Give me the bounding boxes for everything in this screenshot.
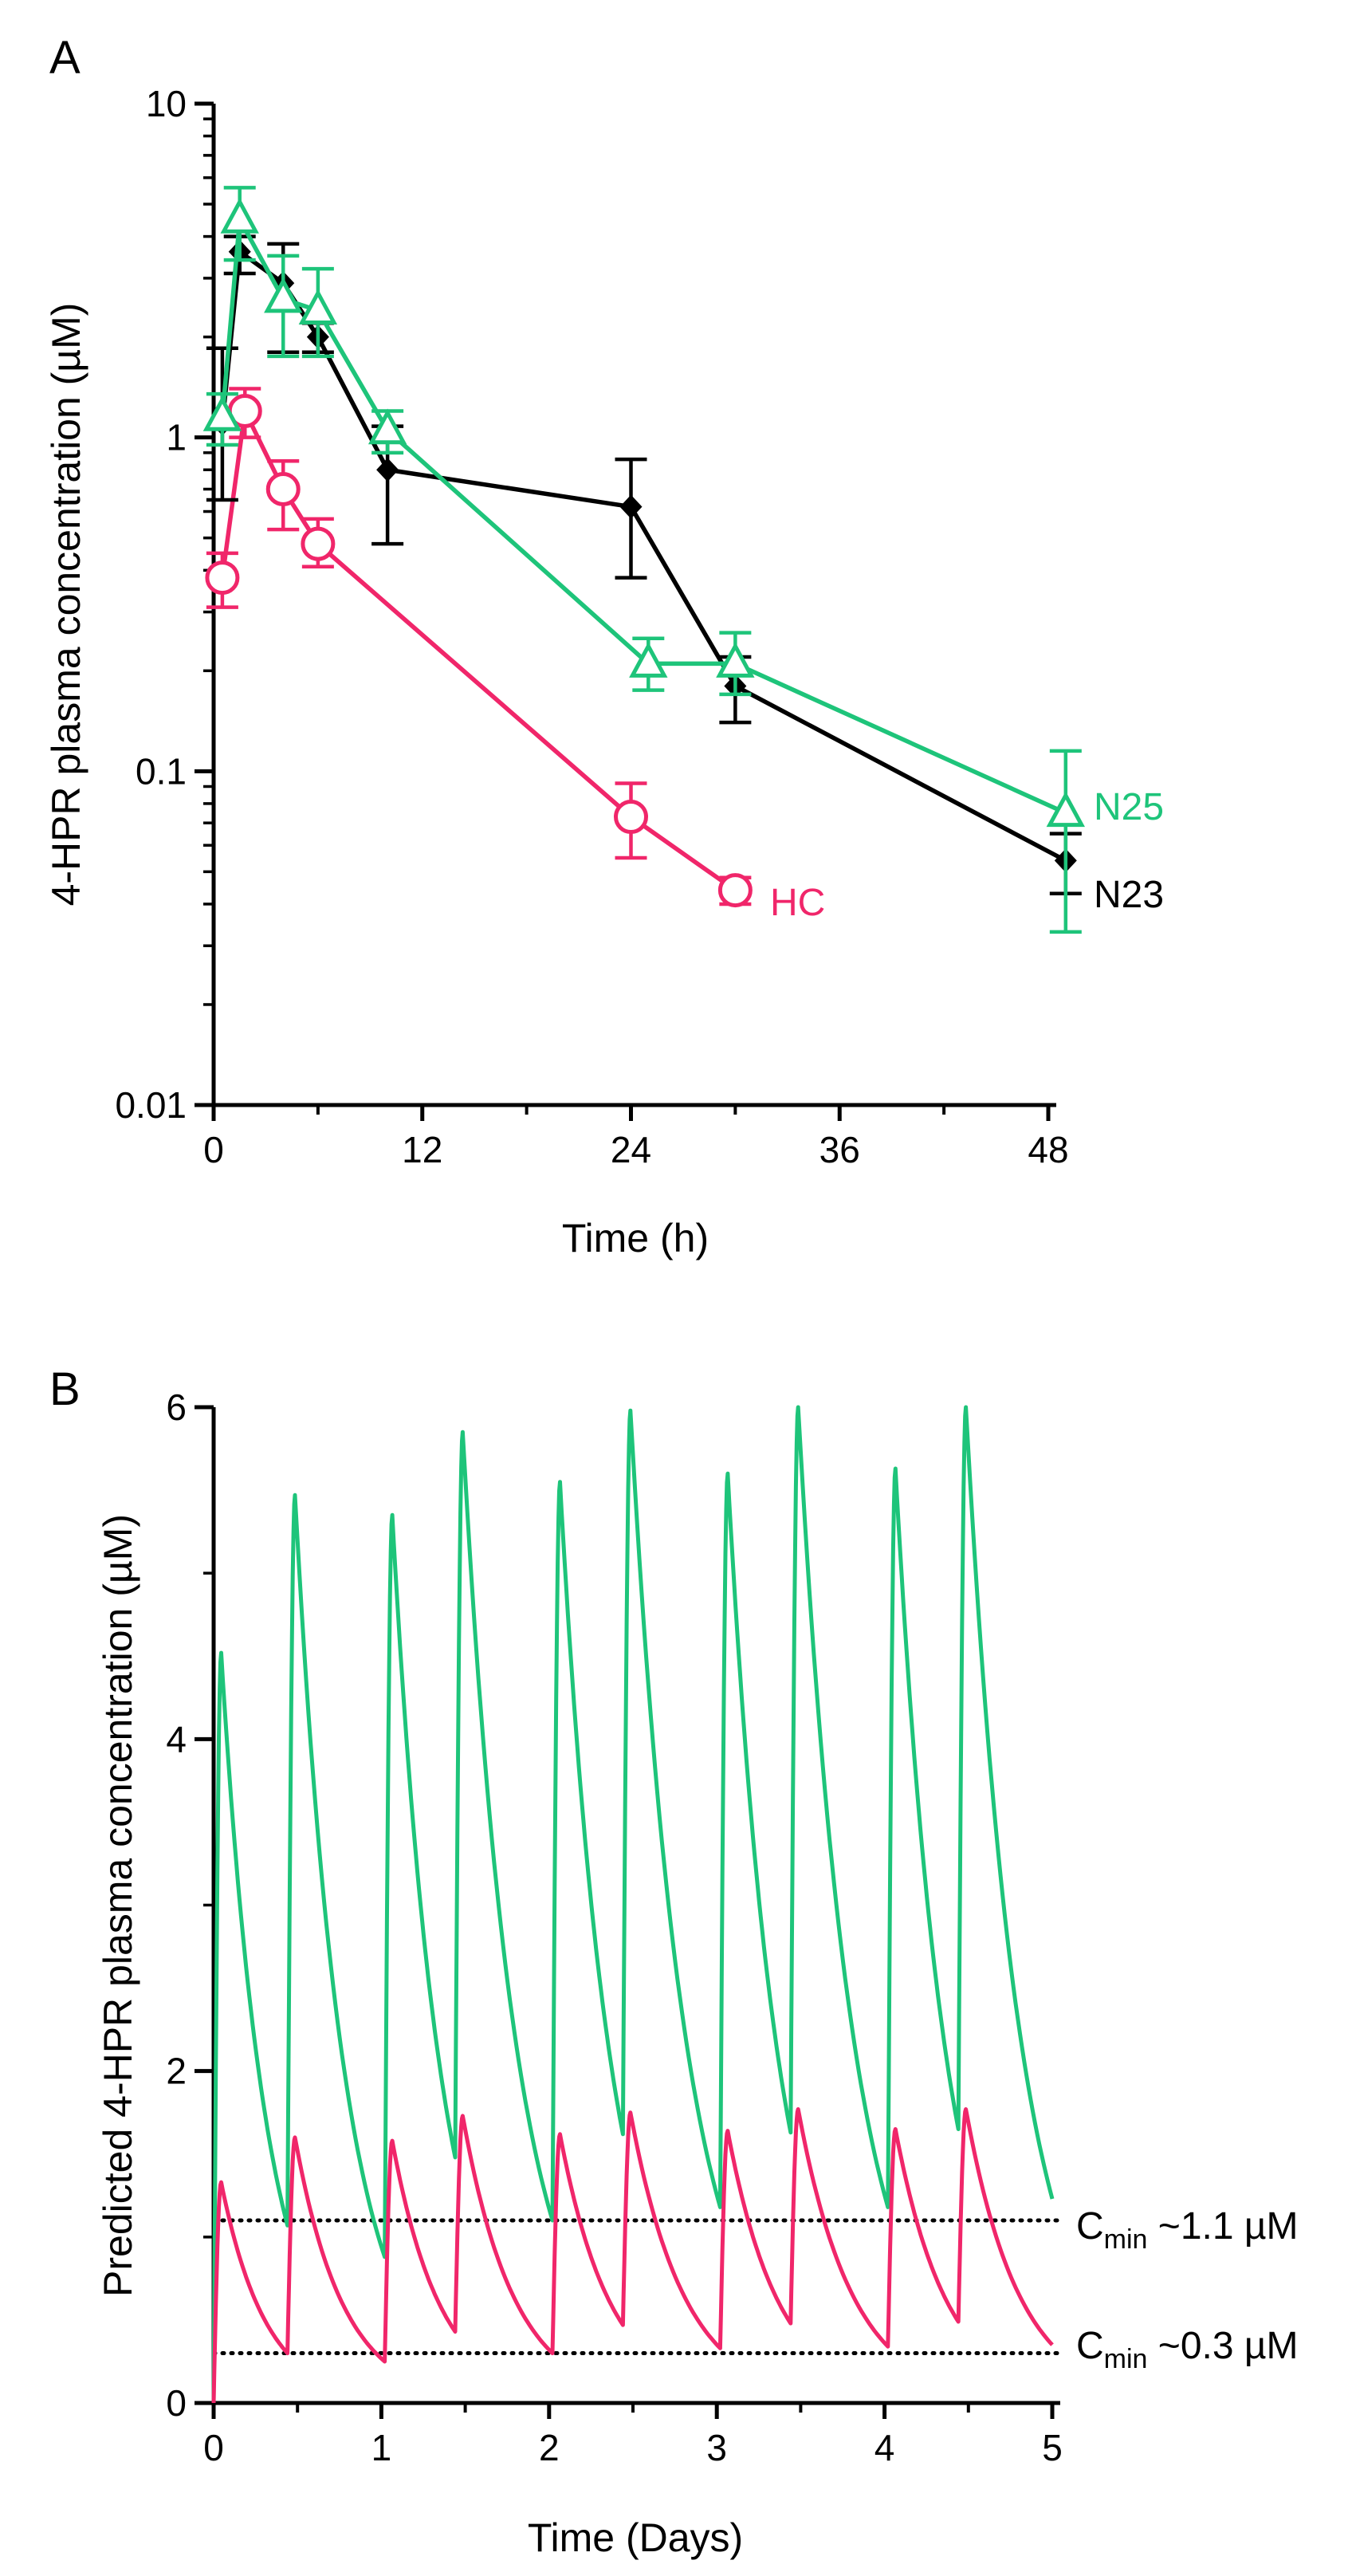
data-point <box>716 642 755 678</box>
y-tick-label: 0.1 <box>136 750 187 792</box>
panel-a-label: A <box>49 32 81 84</box>
data-point <box>202 395 242 431</box>
cmin-label-high: Cmin ~1.1 µM <box>1076 2205 1299 2255</box>
x-tick-label: 0 <box>203 2427 224 2468</box>
panel-b-reference-lines <box>211 2218 1067 2356</box>
data-point <box>301 526 336 561</box>
y-tick-label: 10 <box>146 83 187 124</box>
panel-b-series <box>211 1405 1055 2404</box>
series-line-n23 <box>220 250 1067 863</box>
series-line-n25 <box>220 217 1067 816</box>
series-label-n25: N25 <box>1094 786 1164 828</box>
y-tick-label: 4 <box>166 1718 187 1760</box>
data-point <box>619 494 643 519</box>
y-tick-label: 6 <box>166 1386 187 1428</box>
x-tick-label: 24 <box>611 1129 651 1170</box>
y-tick-label: 1 <box>166 417 187 458</box>
series-n23 <box>206 234 1082 896</box>
data-point <box>298 289 338 324</box>
cmin-label-low: Cmin ~0.3 µM <box>1076 2325 1299 2374</box>
panel-a-tick-labels: 0 12 24 36 48 0.01 0.1 1 10 <box>115 83 1068 1170</box>
series-label-hc: HC <box>770 882 825 924</box>
data-point <box>265 472 301 507</box>
x-tick-label: 12 <box>402 1129 442 1170</box>
panel-a-series <box>202 186 1086 934</box>
x-tick-label: 2 <box>539 2427 560 2468</box>
panel-b-y-axis-title: Predicted 4-HPR plasma concentration (µM… <box>96 1514 140 2297</box>
panel-a-ticks <box>195 101 1051 1121</box>
y-tick-label: 0 <box>166 2382 187 2424</box>
x-tick-label: 36 <box>819 1129 860 1170</box>
data-point <box>264 277 303 313</box>
pk-curve-predicted-high <box>211 1405 1055 2404</box>
panel-b-label: B <box>49 1363 81 1415</box>
x-tick-label: 4 <box>874 2427 895 2468</box>
x-tick-label: 0 <box>203 1129 224 1170</box>
series-hc <box>205 387 753 908</box>
series-n25 <box>202 186 1086 934</box>
panel-a-y-axis-title: 4-HPR plasma concentration (µM) <box>44 303 88 907</box>
y-tick-label: 0.01 <box>115 1084 187 1126</box>
data-point <box>205 560 240 596</box>
x-tick-label: 5 <box>1042 2427 1063 2468</box>
series-label-n23: N23 <box>1094 874 1164 916</box>
data-point <box>220 197 259 234</box>
x-tick-label: 1 <box>371 2427 392 2468</box>
panel-b-ticks <box>195 1405 1055 2419</box>
pk-curve-predicted-low <box>211 2107 1054 2404</box>
y-tick-label: 2 <box>166 2051 187 2092</box>
x-tick-label: 3 <box>706 2427 727 2468</box>
data-point <box>717 873 753 908</box>
panel-b: B 0 1 2 3 4 5 0 2 4 6 Cmin ~1.1 µM Cmin ~0.3 µM T… <box>49 1363 1299 2560</box>
data-point <box>614 800 648 835</box>
data-point <box>629 642 668 678</box>
panel-a: A 0 12 24 36 48 0.01 0.1 1 10 N25 N23 HC Time (h… <box>44 32 1164 1260</box>
panel-b-tick-labels: 0 1 2 3 4 5 0 2 4 6 <box>166 1386 1062 2468</box>
panel-a-x-axis-title: Time (h) <box>562 1216 709 1260</box>
data-point <box>1046 791 1086 828</box>
x-tick-label: 48 <box>1028 1129 1068 1170</box>
panel-b-x-axis-title: Time (Days) <box>528 2515 743 2560</box>
data-point <box>367 408 407 445</box>
data-point <box>376 458 399 482</box>
